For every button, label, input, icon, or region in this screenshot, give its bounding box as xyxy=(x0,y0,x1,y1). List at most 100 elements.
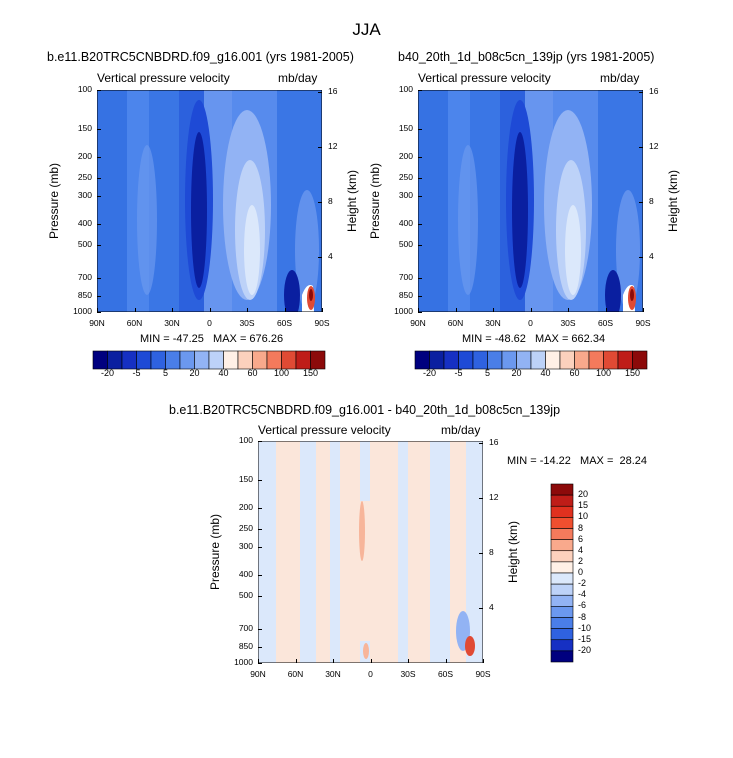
p-tick-label: 500 xyxy=(77,239,92,250)
tick-mark xyxy=(418,195,422,197)
colorbar-swatch xyxy=(252,350,268,370)
p-tick-label: 150 xyxy=(398,123,413,134)
panel-1-colorbar xyxy=(92,350,326,370)
colorbar-swatch xyxy=(237,350,253,370)
colorbar-swatch xyxy=(136,350,152,370)
p-tick-label: 850 xyxy=(77,290,92,301)
p-tick-label: 850 xyxy=(398,290,413,301)
colorbar-swatch xyxy=(150,350,166,370)
diff-band-positive-5 xyxy=(450,441,466,663)
tick-mark xyxy=(418,245,422,247)
colorbar-swatch xyxy=(487,350,503,370)
colorbar-swatch xyxy=(472,350,488,370)
x-tick-label: 60S xyxy=(437,669,454,679)
p-tick-label: 1000 xyxy=(394,306,413,316)
x-tick-label: 30N xyxy=(485,318,501,328)
colorbar-swatch xyxy=(559,350,575,370)
p-tick-label: 200 xyxy=(238,501,253,512)
tick-mark xyxy=(408,659,409,663)
panel-2-plot xyxy=(418,90,643,312)
colorbar-label: 150 xyxy=(302,368,319,378)
colorbar-label: 20 xyxy=(511,368,522,378)
diff-band-positive-1 xyxy=(316,441,330,663)
p-tick-label: 250 xyxy=(238,523,253,534)
tick-mark xyxy=(258,659,259,663)
colorbar-swatch xyxy=(550,550,574,563)
h-tick-label: 4 xyxy=(649,250,654,261)
p-tick-label: 250 xyxy=(398,172,413,183)
colorbar-swatch xyxy=(414,350,430,370)
colorbar-swatch xyxy=(92,350,108,370)
colorbar-swatch xyxy=(208,350,224,370)
p-tick-label: 100 xyxy=(238,435,253,445)
tick-mark xyxy=(418,296,422,298)
colorbar-label: 15 xyxy=(578,500,589,511)
y-axis-title-right: Height (km) xyxy=(666,169,680,233)
colorbar-swatch xyxy=(165,350,181,370)
tick-mark xyxy=(479,497,483,499)
colorbar-label: 4 xyxy=(578,544,584,555)
colorbar-swatch xyxy=(194,350,210,370)
colorbar-swatch xyxy=(107,350,123,370)
colorbar-label: 6 xyxy=(578,533,584,544)
tick-mark xyxy=(418,308,419,312)
panel-3-plot xyxy=(258,441,483,663)
colorbar-swatch xyxy=(281,350,297,370)
y-axis-title-right: Height (km) xyxy=(506,520,520,584)
x-tick-label: 90S xyxy=(635,318,651,328)
tick-mark xyxy=(97,129,101,131)
x-tick-label: 90N xyxy=(89,318,105,328)
colorbar-swatch xyxy=(550,505,574,518)
tick-mark xyxy=(445,659,447,663)
x-tick-label: 0 xyxy=(368,669,373,679)
colorbar-label: -2 xyxy=(578,578,587,589)
colorbar-label: 20 xyxy=(189,368,200,378)
p-tick-label: 700 xyxy=(77,271,92,282)
x-tick-label: 60S xyxy=(276,318,293,328)
colorbar-swatch xyxy=(550,617,574,629)
tick-mark xyxy=(318,146,322,148)
colorbar-swatch xyxy=(550,572,574,585)
tick-mark xyxy=(418,277,422,279)
tick-mark xyxy=(639,146,643,148)
colorbar-label: 20 xyxy=(578,489,589,500)
tick-mark xyxy=(295,659,297,663)
tick-mark xyxy=(370,659,372,663)
y-axis-title-right: Height (km) xyxy=(345,169,359,233)
p-tick-label: 150 xyxy=(77,123,92,134)
tick-mark xyxy=(97,277,101,279)
colorbar-swatch xyxy=(545,350,561,370)
tick-mark xyxy=(639,256,643,258)
p-tick-label: 200 xyxy=(398,150,413,161)
colorbar-swatch xyxy=(550,639,574,652)
y-axis-title-left: Pressure (mb) xyxy=(208,513,222,591)
field-contour-max-core xyxy=(630,289,634,301)
panel-2-title: b40_20th_1d_b08c5cn_139jp (yrs 1981-2005… xyxy=(398,50,655,64)
p-tick-label: 700 xyxy=(238,622,253,633)
p-tick-label: 1000 xyxy=(73,306,92,316)
field-contour-polar xyxy=(616,190,640,310)
tick-mark xyxy=(258,574,262,576)
colorbar-swatch xyxy=(458,350,474,370)
colorbar-label: 60 xyxy=(247,368,258,378)
p-tick-label: 500 xyxy=(238,590,253,601)
colorbar-swatch xyxy=(550,517,574,529)
tick-mark xyxy=(418,156,422,158)
tick-mark xyxy=(284,308,286,312)
tick-mark xyxy=(258,647,262,649)
tick-mark xyxy=(97,296,101,298)
p-tick-label: 500 xyxy=(398,239,413,250)
panel-1-units-label: mb/day xyxy=(278,71,318,85)
panel-1-stats: MIN = -47.25 MAX = 676.26 xyxy=(140,333,284,345)
x-tick-label: 90N xyxy=(410,318,426,328)
tick-mark xyxy=(258,507,262,509)
h-tick-label: 16 xyxy=(649,85,659,96)
tick-mark xyxy=(258,480,262,482)
colorbar-swatch xyxy=(588,350,604,370)
colorbar-swatch xyxy=(550,628,574,641)
panel-2-colorbar xyxy=(414,350,648,370)
p-tick-label: 100 xyxy=(77,84,92,94)
tick-mark xyxy=(258,663,262,664)
colorbar-label: 2 xyxy=(578,555,584,566)
tick-mark xyxy=(247,308,248,312)
